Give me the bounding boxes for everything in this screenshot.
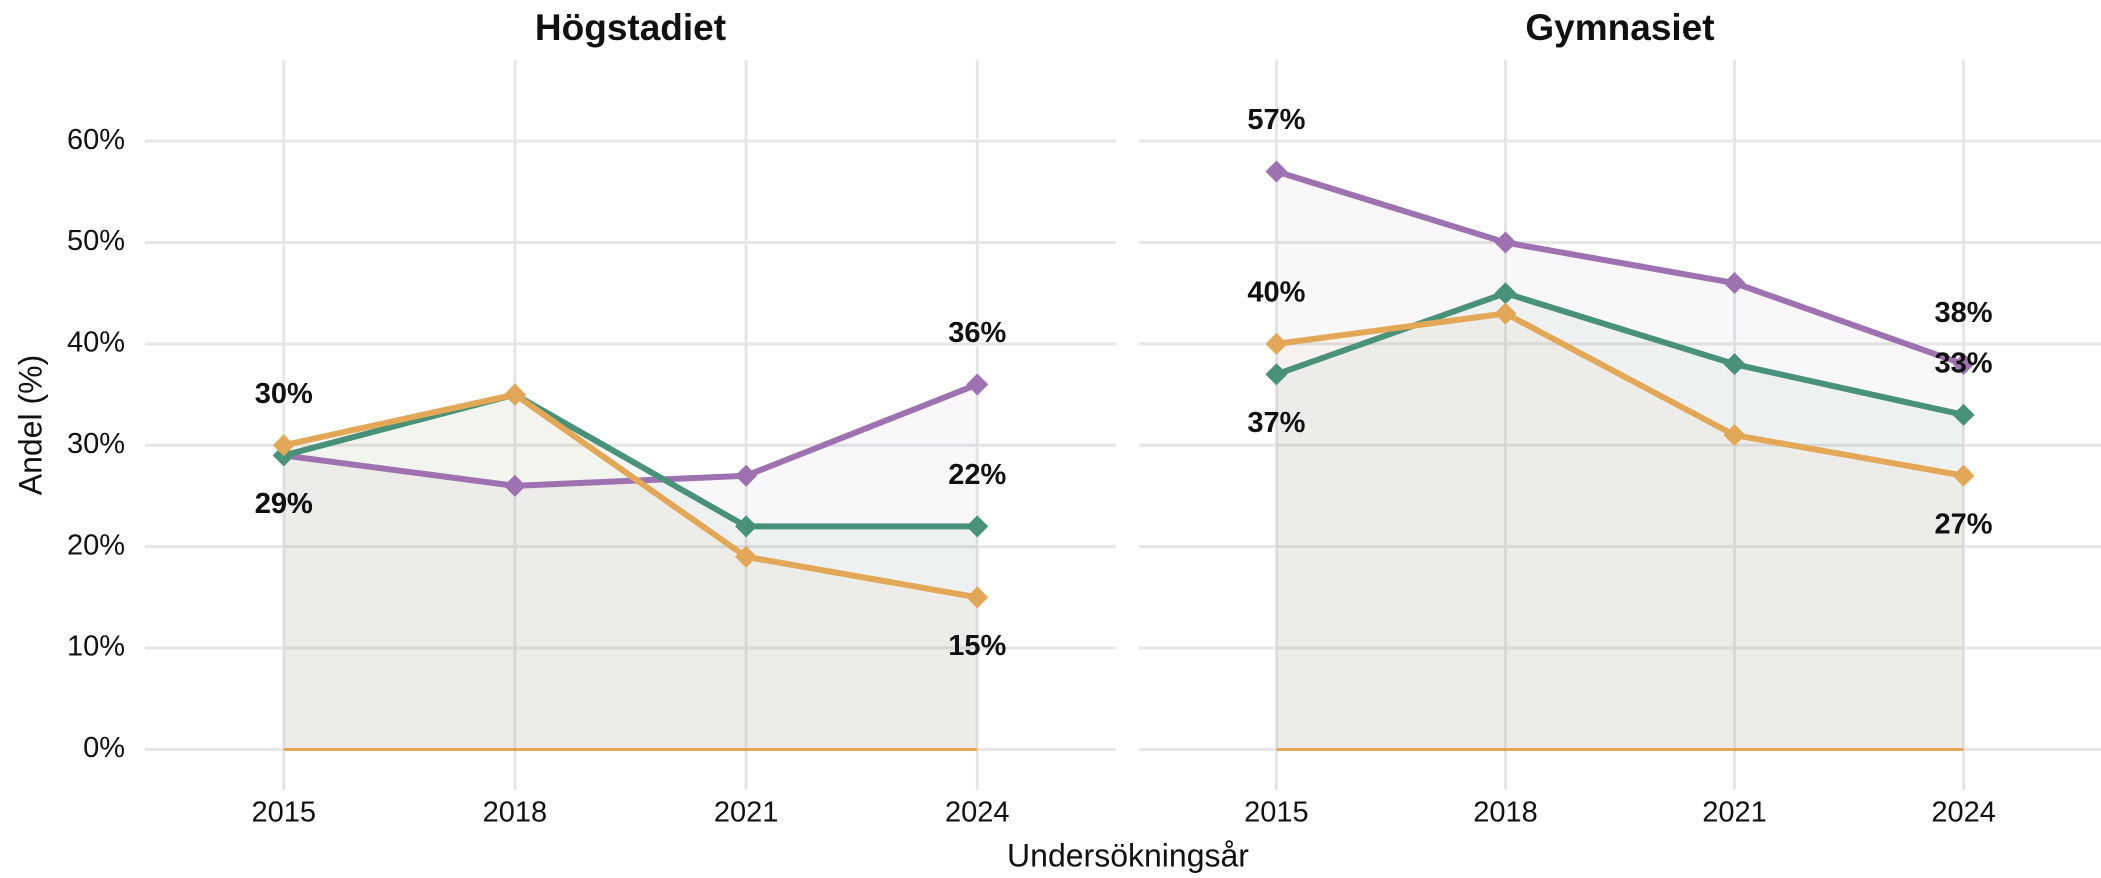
marker — [1952, 353, 1975, 376]
x-tick-label: 2015 — [251, 797, 316, 829]
marker — [966, 586, 989, 609]
line — [282, 391, 978, 530]
x-axis-label: Undersökningsår — [1007, 837, 1249, 873]
marker — [966, 515, 989, 538]
data-label: 27% — [1935, 508, 1993, 540]
marker — [1265, 160, 1288, 183]
data-label: 30% — [255, 378, 313, 410]
line — [1275, 168, 1965, 367]
x-tick-label: 2024 — [1931, 797, 1996, 829]
marker — [1494, 282, 1517, 305]
marker — [735, 545, 758, 568]
line — [283, 381, 979, 489]
y-tick-label: 30% — [67, 428, 125, 460]
marker — [503, 383, 526, 406]
x-tick-label: 2024 — [945, 797, 1010, 829]
area — [283, 394, 978, 750]
marker — [735, 515, 758, 538]
data-label: 29% — [255, 488, 313, 520]
x-tick-label: 2021 — [1702, 797, 1767, 829]
line — [283, 391, 978, 601]
y-tick-label: 40% — [67, 327, 125, 359]
area — [1276, 313, 1964, 750]
data-label: 40% — [1247, 277, 1305, 309]
area — [283, 394, 978, 750]
line — [1276, 310, 1965, 479]
x-tick-label: 2018 — [483, 797, 548, 829]
y-tick-label: 20% — [67, 529, 125, 561]
marker — [735, 464, 758, 487]
y-tick-label: 60% — [67, 124, 125, 156]
marker — [1494, 302, 1517, 325]
data-label: 29% — [255, 488, 313, 520]
marker — [1494, 231, 1517, 254]
data-label: 38% — [1935, 297, 1993, 329]
data-label: 15% — [948, 630, 1006, 662]
marker — [1265, 363, 1288, 386]
area — [1276, 293, 1964, 750]
y-tick-label: 10% — [67, 631, 125, 663]
marker — [1265, 332, 1288, 355]
marker — [1723, 272, 1746, 295]
data-label: 33% — [1935, 348, 1993, 380]
x-tick-label: 2015 — [1244, 797, 1309, 829]
area — [283, 384, 978, 750]
data-label: 57% — [1247, 104, 1305, 136]
panel-title: Högstadiet — [535, 7, 726, 48]
y-tick-label: 0% — [83, 732, 125, 764]
marker — [272, 434, 295, 457]
marker — [966, 373, 989, 396]
data-label: 22% — [948, 459, 1006, 491]
marker — [503, 474, 526, 497]
data-label: 37% — [1247, 407, 1305, 439]
y-axis-label: Andel (%) — [12, 355, 48, 496]
marker — [1723, 353, 1746, 376]
x-tick-label: 2021 — [714, 797, 779, 829]
marker — [1723, 424, 1746, 447]
data-label: 36% — [948, 317, 1006, 349]
y-tick-label: 50% — [67, 225, 125, 257]
x-tick-label: 2018 — [1473, 797, 1538, 829]
marker — [1952, 403, 1975, 426]
marker — [1952, 464, 1975, 487]
panel-title: Gymnasiet — [1525, 7, 1714, 48]
line — [1275, 290, 1965, 418]
